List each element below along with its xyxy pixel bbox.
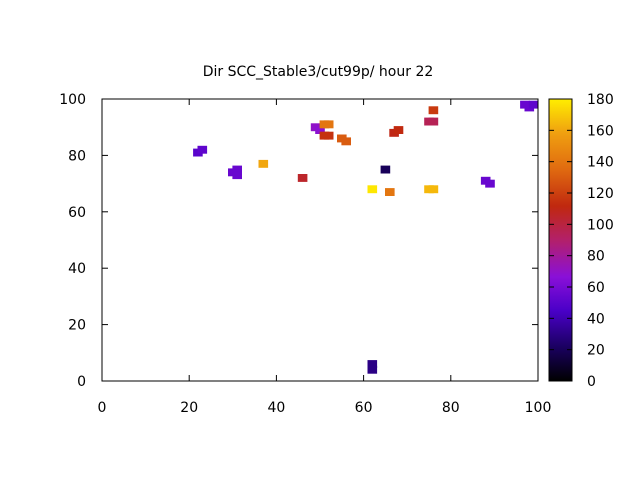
x-tick-label-40: 40	[267, 400, 285, 416]
colorbar-tick-label-0: 0	[587, 374, 596, 390]
data-point-6	[297, 174, 308, 182]
data-point-28	[485, 179, 495, 188]
y-tick-label-80: 80	[68, 148, 86, 164]
colorbar-tick-label-180: 180	[587, 92, 614, 108]
data-point-10	[323, 120, 334, 129]
y-tick-label-0: 0	[77, 374, 86, 390]
x-tick-label-60: 60	[355, 400, 373, 416]
colorbar-tick-label-40: 40	[587, 311, 605, 327]
colorbar-tick-label-140: 140	[587, 155, 614, 171]
data-point-4	[232, 171, 242, 180]
colorbar-tick-label-60: 60	[587, 280, 605, 296]
x-axis-ticks: 0 20 40 60 80 100	[98, 99, 552, 416]
plot-frame	[101, 98, 539, 382]
data-point-17	[367, 365, 378, 374]
y-axis-ticks: 0 20 40 60 80 100	[59, 92, 538, 390]
data-points	[193, 100, 539, 374]
y-tick-label-100: 100	[59, 92, 86, 108]
data-point-15	[367, 185, 378, 194]
data-point-16	[367, 360, 378, 368]
data-point-21	[393, 126, 404, 134]
data-point-12	[323, 131, 334, 140]
colorbar-tick-label-80: 80	[587, 249, 605, 265]
data-point-3	[232, 165, 242, 174]
x-tick-label-100: 100	[525, 400, 552, 416]
colorbar-ticks: 0 20 40 60 80 100 120 140 160 180	[549, 92, 614, 390]
y-tick-label-60: 60	[68, 205, 86, 221]
x-tick-label-0: 0	[98, 400, 107, 416]
chart-title: Dir SCC_Stable3/cut99p/ hour 22	[203, 64, 434, 80]
data-point-23	[428, 185, 439, 194]
colorbar	[548, 98, 573, 382]
data-point-31	[528, 100, 539, 109]
y-tick-label-40: 40	[68, 261, 86, 277]
data-point-26	[428, 106, 439, 115]
x-tick-label-80: 80	[442, 400, 460, 416]
x-tick-label-20: 20	[180, 400, 198, 416]
data-point-25	[428, 117, 439, 126]
data-point-18	[380, 165, 391, 174]
colorbar-tick-label-100: 100	[587, 217, 614, 233]
data-point-1	[197, 145, 208, 154]
data-point-19	[385, 188, 395, 196]
colorbar-tick-label-160: 160	[587, 123, 614, 139]
colorbar-tick-label-20: 20	[587, 343, 605, 359]
data-point-14	[341, 137, 351, 146]
y-tick-label-20: 20	[68, 318, 86, 334]
data-point-5	[258, 159, 269, 168]
data-point-8	[315, 126, 325, 134]
colorbar-tick-label-120: 120	[587, 186, 614, 202]
